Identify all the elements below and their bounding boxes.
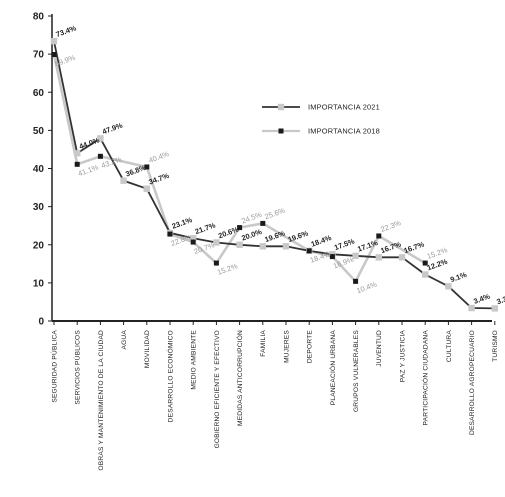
data-label-2021-desarrollo-agropecuario: 3.4% bbox=[472, 292, 491, 306]
data-label-2021-mujeres: 19.6% bbox=[287, 228, 310, 244]
point-2018-juventud bbox=[376, 233, 382, 239]
x-tick-label-participacion-ciudadana: PARTICIPACIÓN CIUDADANA bbox=[421, 330, 430, 426]
x-tick-label-desarrollo-economico: DESARROLLO ECONÓMICO bbox=[165, 330, 174, 422]
x-tick-label-medio-ambiente: MEDIO AMBIENTE bbox=[191, 330, 198, 390]
y-tick-label: 20 bbox=[33, 240, 45, 251]
legend-label-importancia-2021: IMPORTANCIA 2021 bbox=[308, 103, 380, 112]
data-label-2018-gobierno-eficiente-y-efectivo: 15.2% bbox=[216, 261, 239, 277]
point-2021-agua bbox=[120, 177, 127, 184]
data-label-2021-cultura: 9.1% bbox=[449, 270, 468, 284]
point-2021-movilidad bbox=[143, 185, 150, 192]
data-label-2021-deporte: 18.4% bbox=[310, 233, 333, 249]
series-markers bbox=[50, 37, 498, 312]
legend-marker-importancia-2021 bbox=[277, 103, 285, 111]
point-2021-gobierno-eficiente-y-efectivo bbox=[213, 239, 220, 246]
data-label-2021-obras-y-mantenimiento-de-la-ciudad: 47.9% bbox=[101, 120, 124, 136]
y-tick-label: 0 bbox=[38, 317, 44, 328]
x-tick-label-familia: FAMILIA bbox=[260, 330, 267, 357]
data-label-2021-medio-ambiente: 21.7% bbox=[194, 220, 217, 236]
series-line-importancia-2021 bbox=[53, 41, 495, 310]
data-label-2021-juventud: 16.7% bbox=[379, 239, 402, 255]
point-2021-seguridad-publica bbox=[50, 37, 58, 45]
data-label-2018-familia: 25.6% bbox=[263, 206, 286, 222]
point-2018-medidas-anticorrupcion bbox=[237, 225, 243, 231]
data-label-2021-servicios-publicos: 44.0% bbox=[78, 135, 101, 151]
data-label-2021-paz-y-justicia: 16.7% bbox=[403, 239, 426, 255]
x-tick-label-grupos-vulnerables: GRUPOS VULNERABLES bbox=[353, 330, 360, 412]
point-2021-obras-y-mantenimiento-de-la-ciudad bbox=[97, 135, 104, 142]
x-tick-label-mujeres: MUJERES bbox=[283, 330, 290, 363]
point-2018-obras-y-mantenimiento-de-la-ciudad bbox=[97, 153, 103, 159]
point-2021-mujeres bbox=[282, 243, 290, 250]
y-tick-label: 70 bbox=[33, 50, 45, 61]
x-tick-label-servicios-publicos: SERVICIOS PÚBLICOS bbox=[73, 330, 82, 405]
point-2018-servicios-publicos bbox=[74, 161, 80, 167]
x-tick-label-gobierno-eficiente-y-efectivo: GOBIERNO EFICIENTE Y EFECTIVO bbox=[214, 330, 221, 448]
y-tick-label: 60 bbox=[33, 88, 45, 99]
x-tick-label-juventud: JUVENTUD bbox=[376, 330, 383, 367]
legend-marker-importancia-2018 bbox=[278, 128, 284, 134]
x-tick-label-desarrollo-agropecuario: DESARROLLO AGROPECUARIO bbox=[469, 330, 476, 435]
point-2018-planeacion-urbana bbox=[329, 254, 335, 260]
x-tick-label-cultura: CULTURA bbox=[446, 330, 453, 362]
data-label-2021-seguridad-publica: 73.4% bbox=[55, 23, 78, 39]
series-line-importancia-2018 bbox=[52, 54, 426, 283]
x-axis: SEGURIDAD PÚBLICA SERVICIOS PÚBLICOS OBRAS… bbox=[49, 320, 499, 471]
point-2018-movilidad bbox=[144, 164, 150, 170]
data-label-2021-movilidad: 34.7% bbox=[147, 171, 170, 187]
point-2018-medio-ambiente bbox=[190, 239, 196, 245]
x-tick-label-deporte: DEPORTE bbox=[307, 330, 314, 364]
point-2021-turismo bbox=[491, 305, 498, 312]
x-tick-label-medidas-anticorrupcion: MEDIDAS ANTICORRUPCIÓN bbox=[235, 330, 244, 426]
data-label-2021-grupos-vulnerables: 17.1% bbox=[356, 238, 379, 254]
point-2018-deporte bbox=[306, 248, 312, 254]
y-axis: 0 10 20 30 40 50 60 70 80 bbox=[33, 12, 53, 328]
data-label-2018-juventud: 22.3% bbox=[379, 218, 402, 234]
point-2018-familia bbox=[260, 220, 266, 226]
point-2021-medidas-anticorrupcion bbox=[236, 241, 243, 248]
x-tick-label-agua: AGUA bbox=[121, 330, 128, 350]
legend-label-importancia-2018: IMPORTANCIA 2018 bbox=[308, 127, 380, 136]
point-2021-paz-y-justicia bbox=[398, 254, 406, 261]
data-label-2021-desarrollo-economico: 23.1% bbox=[171, 215, 194, 231]
point-2021-medio-ambiente bbox=[190, 235, 197, 242]
x-tick-label-movilidad: MOVILIDAD bbox=[144, 330, 151, 368]
point-2018-desarrollo-economico bbox=[167, 231, 173, 237]
point-2021-juventud bbox=[375, 254, 382, 261]
data-label-2018-servicios-publicos: 41.1% bbox=[77, 162, 100, 178]
legend: IMPORTANCIA 2021 IMPORTANCIA 2018 bbox=[262, 103, 380, 136]
point-2021-cultura bbox=[445, 283, 452, 290]
point-2018-participacion-ciudadana bbox=[422, 260, 428, 266]
data-label-2021-agua: 36.8% bbox=[124, 163, 147, 179]
y-tick-label: 80 bbox=[33, 12, 45, 23]
point-2021-grupos-vulnerables bbox=[352, 252, 359, 260]
data-label-2018-movilidad: 40.4% bbox=[147, 149, 170, 165]
y-tick-label: 30 bbox=[33, 202, 45, 213]
y-tick-label: 10 bbox=[33, 278, 45, 289]
point-2018-seguridad-publica bbox=[51, 52, 57, 58]
data-label-2021-turismo: 3.3% bbox=[495, 292, 505, 306]
series-lines bbox=[52, 41, 495, 310]
x-tick-label-obras-y-mantenimiento-de-la-ciudad: OBRAS Y MANTENIMIENTO DE LA CIUDAD bbox=[98, 330, 105, 471]
data-label-2021-gobierno-eficiente-y-efectivo: 20.6% bbox=[217, 225, 240, 241]
point-2018-grupos-vulnerables bbox=[353, 278, 359, 284]
x-tick-label-turismo: TURISMO bbox=[492, 330, 499, 362]
point-2021-participacion-ciudadana bbox=[422, 271, 429, 278]
x-tick-label-planeacion-urbana: PLANEACIÓN URBANA bbox=[328, 330, 337, 406]
point-2021-desarrollo-agropecuario bbox=[468, 304, 475, 312]
data-label-2021-planeacion-urbana: 17.5% bbox=[333, 236, 356, 252]
point-2021-servicios-publicos bbox=[74, 150, 81, 157]
data-label-2018-grupos-vulnerables: 10.4% bbox=[355, 279, 378, 295]
x-tick-label-seguridad-publica: SEGURIDAD PÚBLICA bbox=[49, 330, 58, 403]
point-2018-gobierno-eficiente-y-efectivo bbox=[213, 260, 219, 266]
data-labels: 73.4% 44.0%47.9% 36.8%34.7% 23.1% 21.7% 20.6%… bbox=[54, 23, 505, 306]
data-label-2021-familia: 19.6% bbox=[263, 228, 286, 244]
y-tick-label: 50 bbox=[33, 126, 45, 137]
x-tick-label-paz-y-justicia: PAZ Y JUSTICIA bbox=[399, 330, 406, 383]
y-tick-label: 40 bbox=[33, 164, 45, 175]
data-label-2021-medidas-anticorrupcion: 20.0% bbox=[240, 227, 263, 243]
point-2021-familia bbox=[259, 243, 266, 250]
